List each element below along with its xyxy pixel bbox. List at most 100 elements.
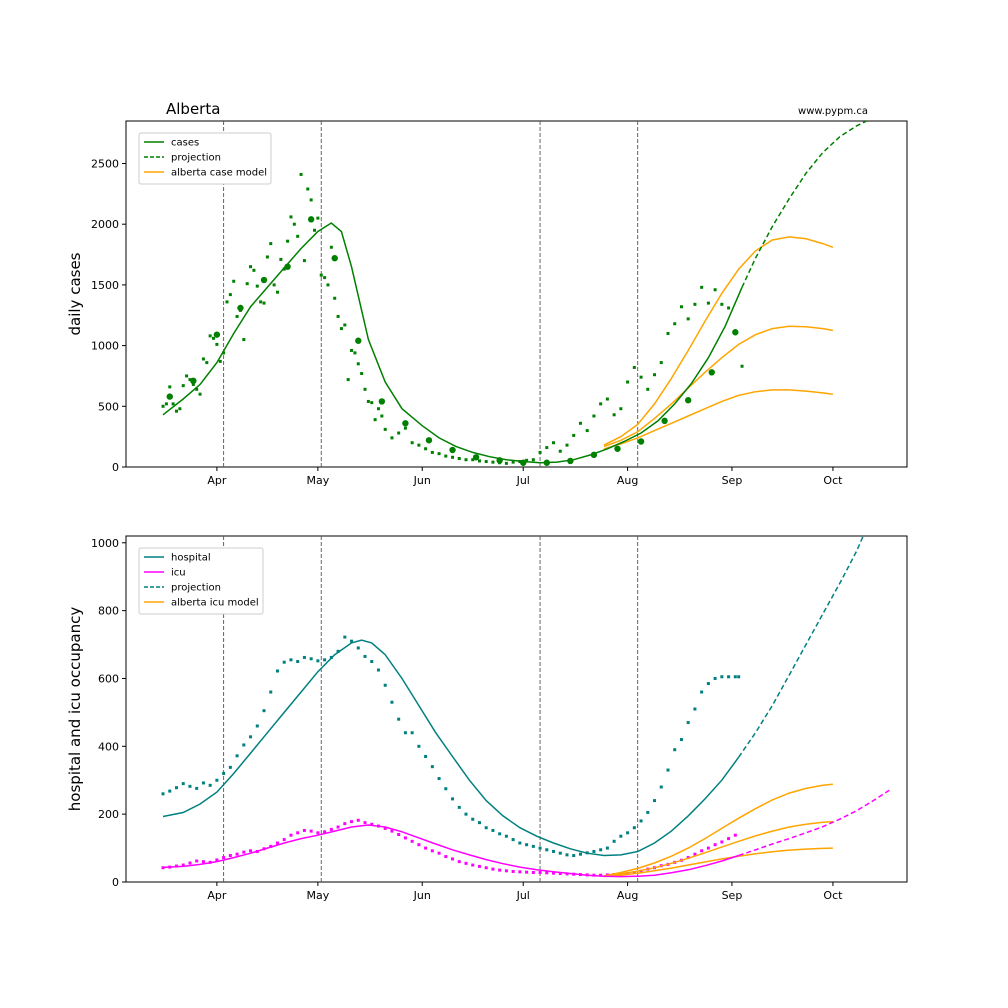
hospital-point [262, 709, 266, 713]
x-tick-label: Oct [823, 474, 843, 487]
hospital-point [471, 817, 475, 821]
legend-label: projection [171, 153, 221, 164]
y-tick-label: 2000 [91, 218, 119, 231]
hospital-point [572, 854, 576, 858]
icu-point [437, 851, 441, 855]
hospital-point [437, 777, 441, 781]
icu-point [430, 849, 434, 853]
legend-label: hospital [171, 553, 211, 564]
icu-point [444, 855, 448, 859]
daily-case-point [659, 361, 663, 365]
y-tick-label: 0 [112, 876, 119, 889]
hospital-point [174, 786, 178, 790]
daily-case-point [403, 426, 407, 430]
hospital-line [162, 639, 740, 857]
weekly-case-point [190, 377, 197, 385]
hospital-point [693, 707, 697, 711]
hospital-point [659, 785, 663, 789]
daily-case-point [700, 285, 704, 289]
daily-case-point [333, 296, 337, 300]
icu-point [195, 859, 199, 863]
daily-case-point [323, 276, 327, 280]
daily-case-point [198, 392, 202, 396]
y-tick-label: 1500 [91, 279, 119, 292]
icu-point [484, 866, 488, 870]
hospital-point [498, 832, 502, 836]
daily-case-point [265, 255, 269, 259]
daily-case-point [259, 300, 263, 304]
hospital-point [302, 655, 306, 659]
hospital-point [626, 831, 630, 835]
hospital-point [323, 658, 327, 662]
icu-point [538, 871, 542, 875]
daily-case-point [531, 458, 535, 462]
daily-case-point [605, 397, 609, 401]
daily-case-point [592, 414, 596, 418]
daily-case-point [639, 375, 643, 379]
hospital-point [249, 735, 253, 739]
hospital-point [363, 654, 367, 658]
figure-title: Alberta [166, 100, 220, 118]
daily-case-point [511, 460, 515, 464]
hospital-point [444, 787, 448, 791]
hospital-point [242, 743, 246, 747]
daily-case-point [191, 382, 195, 386]
y-tick-label: 800 [98, 605, 119, 618]
hospital-point [383, 683, 387, 687]
icu-point [693, 852, 697, 856]
icu-point [410, 839, 414, 843]
daily-case-point [464, 458, 468, 462]
daily-case-point [215, 342, 219, 346]
x-tick-label: Aug [617, 474, 638, 487]
x-tick-label: Apr [207, 474, 227, 487]
hospital-point [457, 805, 461, 809]
hospital-point [673, 748, 677, 752]
daily-case-point [552, 441, 556, 445]
daily-case-point [309, 198, 313, 202]
projection-line [741, 121, 867, 288]
daily-case-point [525, 458, 529, 462]
daily-case-point [373, 418, 377, 422]
hospital-point [518, 841, 522, 845]
icu-point [316, 831, 320, 835]
y-axis-label: hospital and icu occupancy [66, 607, 84, 812]
weekly-case-point [708, 369, 715, 376]
plot-frame [125, 535, 908, 883]
daily-case-point [316, 216, 320, 220]
daily-case-point [343, 323, 347, 327]
hospital-point [235, 754, 239, 758]
icu-point [370, 822, 374, 826]
daily-case-point [376, 407, 380, 411]
hospital-point [424, 754, 428, 758]
daily-case-point [720, 302, 724, 306]
hospital-point [733, 675, 737, 679]
hospital-point [737, 675, 741, 679]
weekly-case-point [355, 337, 362, 344]
daily-case-point [366, 399, 370, 403]
icu-point [599, 873, 603, 877]
hospital-point [430, 765, 434, 769]
daily-case-point [255, 284, 259, 288]
projection-line [738, 536, 864, 758]
daily-case-point [228, 293, 232, 297]
daily-case-point [292, 222, 296, 226]
daily-case-point [565, 443, 569, 447]
daily-case-point [356, 362, 360, 366]
daily-case-point [302, 259, 306, 263]
daily-case-point [289, 215, 293, 219]
weekly-case-point [331, 254, 338, 262]
daily-case-point [235, 314, 239, 318]
daily-case-point [185, 374, 189, 378]
x-tick-label: May [307, 889, 330, 902]
daily-case-point [444, 454, 448, 458]
daily-case-point [299, 172, 303, 176]
icu-point [309, 829, 313, 833]
daily-case-point [430, 450, 434, 454]
plot-area [161, 121, 867, 466]
hospital-point [195, 786, 199, 790]
icu-point [511, 869, 515, 873]
icu-point [457, 860, 461, 864]
model-line [603, 847, 833, 878]
daily-case-point [161, 404, 165, 408]
daily-case-point [319, 273, 323, 277]
